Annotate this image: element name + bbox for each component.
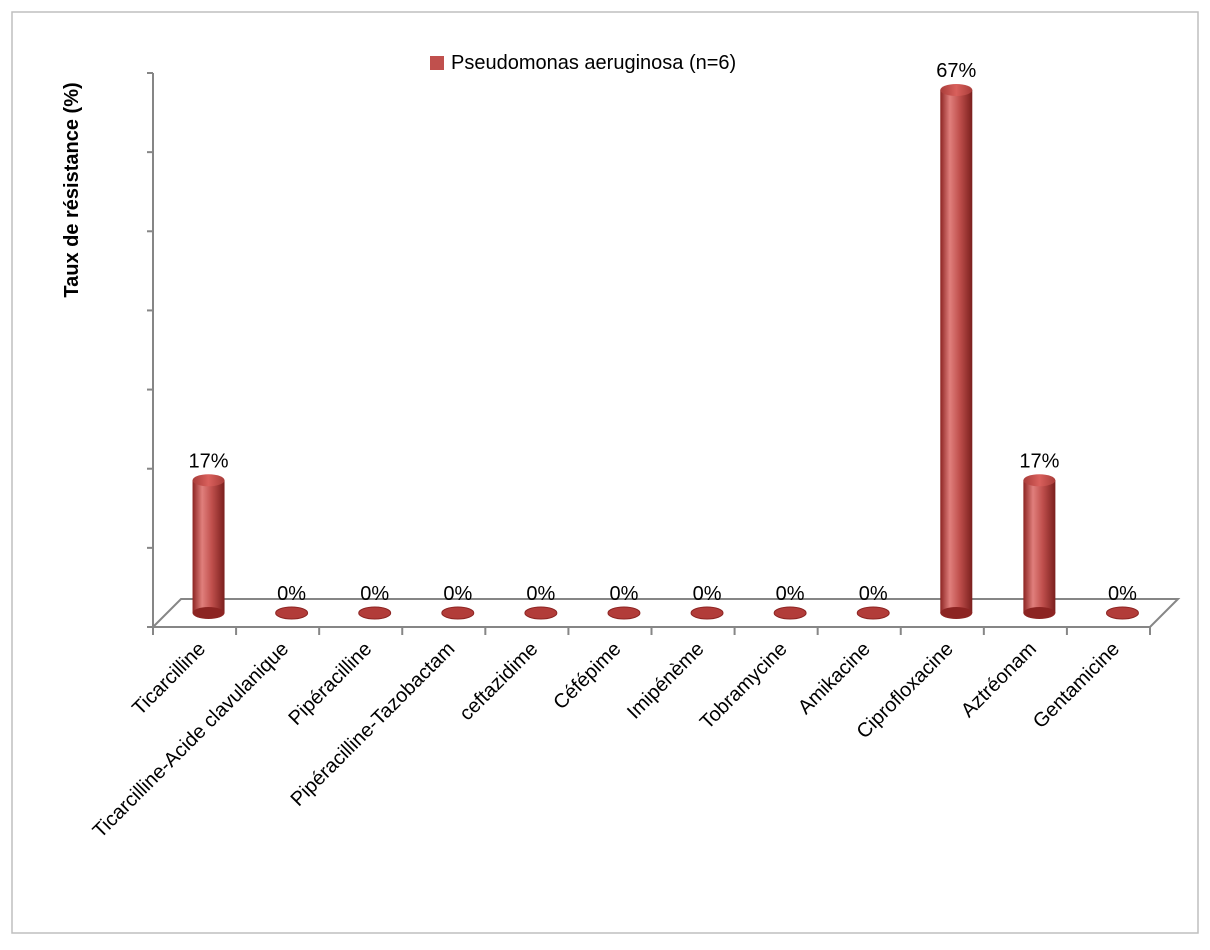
data-label: 0% (1108, 583, 1137, 605)
bar (192, 474, 225, 619)
bar (1105, 606, 1139, 620)
bar (441, 606, 475, 620)
legend-swatch (430, 56, 444, 70)
data-label: 0% (526, 583, 555, 605)
bar (1023, 474, 1056, 619)
bars (192, 84, 1139, 620)
data-label: 0% (277, 583, 306, 605)
bar (607, 606, 641, 620)
bar (773, 606, 807, 620)
data-label: 0% (443, 583, 472, 605)
data-label: 67% (936, 60, 976, 82)
data-labels: 17% 0% 0% 0% 0% 0% 0% 0% 0% 67% 17% 0% (189, 60, 1138, 605)
data-label: 0% (859, 583, 888, 605)
data-label: 0% (693, 583, 722, 605)
axes (147, 72, 1181, 635)
y-axis-title: Taux de résistance (%) (61, 82, 83, 297)
legend: Pseudomonas aeruginosa (n=6) (430, 52, 736, 74)
bar (690, 606, 724, 620)
bar (524, 606, 558, 620)
legend-label: Pseudomonas aeruginosa (n=6) (451, 52, 736, 74)
data-label: 0% (360, 583, 389, 605)
chart-frame (11, 11, 1199, 934)
bar (940, 84, 973, 619)
bar (358, 606, 392, 620)
bar (856, 606, 890, 620)
data-label: 17% (189, 450, 229, 472)
data-label: 17% (1019, 450, 1059, 472)
data-label: 0% (610, 583, 639, 605)
bar (275, 606, 309, 620)
data-label: 0% (776, 583, 805, 605)
